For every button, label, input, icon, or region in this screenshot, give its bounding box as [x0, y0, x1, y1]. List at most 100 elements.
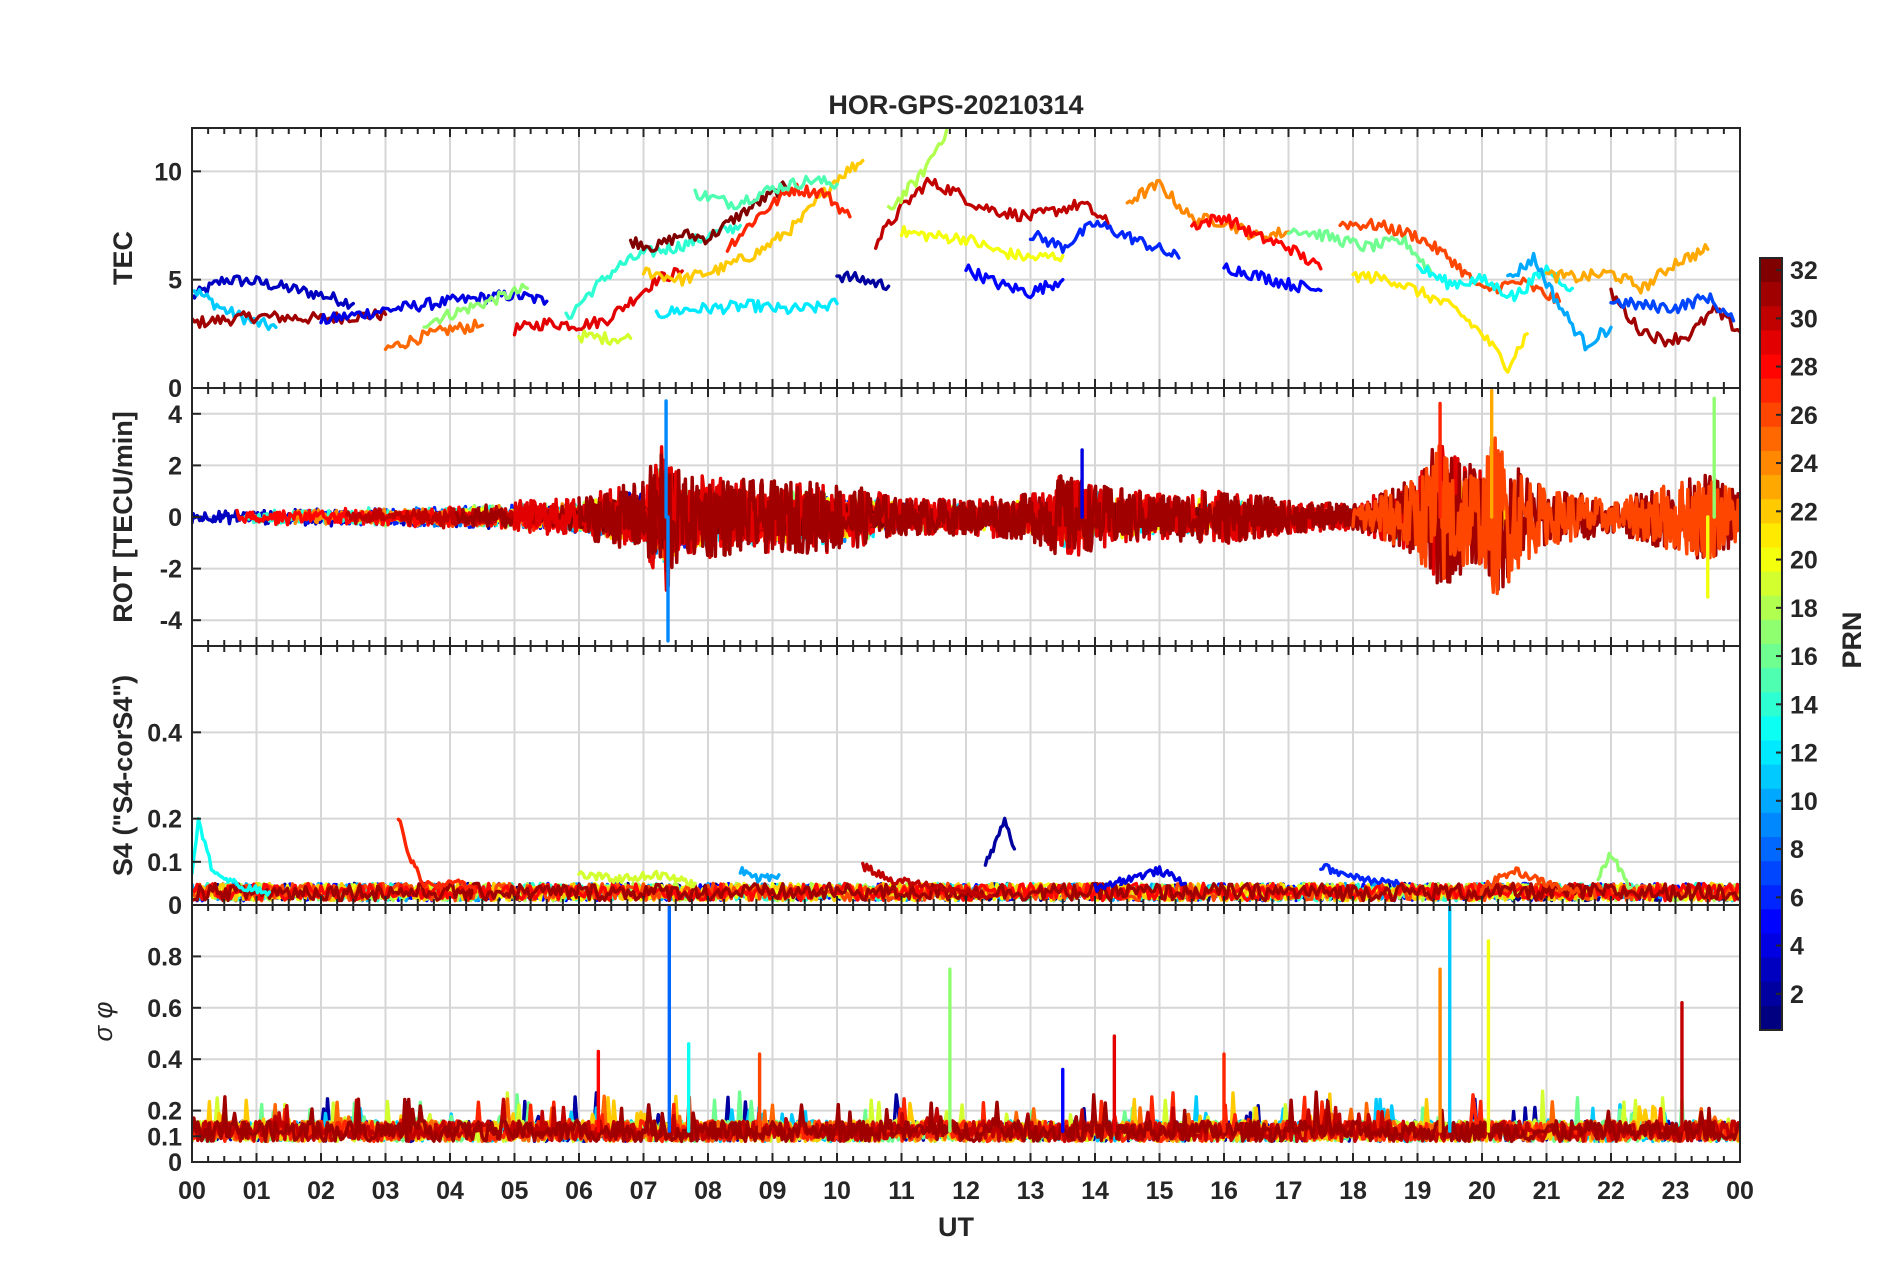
colorbar-swatch — [1760, 306, 1782, 331]
y-tick-label: -4 — [160, 607, 182, 635]
colorbar-swatch — [1760, 499, 1782, 524]
series-prn-17 — [422, 282, 530, 329]
y-axis-label: ROT [TECU/min] — [108, 411, 138, 622]
series-prn-13 — [1415, 263, 1575, 303]
series-prn-16 — [1286, 227, 1433, 273]
colorbar-frame — [1759, 257, 1783, 1031]
y-axis-label: S4 ("S4-corS4") — [108, 675, 138, 876]
colorbar-tick-label: 8 — [1790, 836, 1804, 864]
x-axis: 00 01 02 03 04 05 06 07 08 09 10 11 12 13 14 15 16 17 18 19… — [178, 1177, 1754, 1205]
series-prn-4 — [1093, 865, 1188, 893]
colorbar-tick-label: 22 — [1790, 498, 1818, 526]
series-prn-17 — [1596, 851, 1633, 890]
y-tick-label: 0.2 — [147, 806, 182, 834]
series-prn-31 — [192, 1090, 1740, 1144]
y-tick-label: 0 — [168, 1149, 182, 1177]
colorbar-swatch — [1760, 957, 1782, 983]
y-tick-label: 0.1 — [147, 1123, 182, 1151]
series-prn-6 — [1028, 219, 1181, 260]
colorbar-swatch — [1760, 788, 1782, 814]
x-tick-label: 00 — [1726, 1177, 1754, 1205]
series-prn-30 — [861, 861, 994, 900]
colorbar-tick-label: 12 — [1790, 740, 1818, 768]
x-tick-label: 17 — [1275, 1177, 1303, 1205]
x-tick-label: 22 — [1597, 1177, 1625, 1205]
colorbar-swatch — [1760, 547, 1782, 573]
y-tick-label: 0.4 — [147, 719, 182, 747]
series-prn-3 — [192, 274, 355, 310]
panel-sigma_phi: 00.10.2 0.4 0.6 0.8 σ φ — [88, 904, 1741, 1177]
series-prn-32 — [628, 180, 788, 253]
series-prn-30 — [874, 176, 1110, 251]
colorbar-swatch — [1760, 885, 1782, 910]
y-axis-label: TEC — [108, 231, 138, 285]
colorbar-tick-label: 24 — [1790, 450, 1818, 478]
colorbar-tick-label: 4 — [1790, 933, 1804, 961]
plot-area-tec — [192, 128, 1740, 374]
tick-marks-sigma_phi — [191, 905, 1741, 1162]
colorbar-swatch — [1760, 378, 1782, 404]
y-tick-label: 0.2 — [147, 1098, 182, 1126]
colorbar-swatch — [1760, 354, 1782, 380]
colorbar-swatch — [1760, 595, 1782, 621]
series-prn-26 — [1480, 866, 1581, 895]
y-tick-label: -2 — [160, 556, 182, 584]
colorbar-swatch — [1760, 740, 1782, 766]
colorbar-swatch — [1760, 716, 1782, 742]
x-tick-label: 00 — [178, 1177, 206, 1205]
x-tick-label: 04 — [436, 1177, 464, 1205]
colorbar-swatch — [1760, 764, 1782, 790]
colorbar-tick-label: 20 — [1790, 547, 1818, 575]
colorbar-swatch — [1760, 812, 1782, 838]
series-prn-28 — [192, 881, 1740, 903]
y-tick-label: 0 — [168, 504, 182, 532]
series-prn-27 — [396, 817, 478, 894]
colorbar-swatch — [1760, 668, 1782, 693]
series-prn-5 — [1222, 262, 1323, 294]
series-prn-10 — [1506, 251, 1613, 352]
colorbar-swatch — [1760, 475, 1782, 500]
x-tick-label: 07 — [630, 1177, 658, 1205]
colorbar-swatch — [1760, 258, 1782, 283]
colorbar-swatch — [1760, 523, 1782, 549]
y-axis-label: σ φ — [88, 1002, 118, 1042]
y-tick-label: 0.4 — [147, 1046, 182, 1074]
colorbar-tick-label: 14 — [1790, 691, 1818, 719]
colorbar-tick-label: 28 — [1790, 354, 1818, 382]
colorbar-swatch — [1760, 981, 1782, 1007]
x-tick-label: 08 — [694, 1177, 722, 1205]
colorbar-tick-label: 2 — [1790, 981, 1804, 1009]
y-tick-label: 0 — [168, 892, 182, 920]
colorbar-swatch — [1760, 426, 1782, 452]
y-tick-label: 10 — [154, 158, 182, 186]
colorbar-swatch — [1760, 619, 1782, 645]
series-prn-19 — [577, 329, 633, 346]
series-prn-31 — [192, 308, 388, 329]
colorbar-swatch — [1760, 282, 1782, 307]
colorbar-swatch — [1760, 837, 1782, 862]
series-prn-26 — [1338, 217, 1562, 305]
x-tick-label: 12 — [952, 1177, 980, 1205]
series-prn-13 — [192, 817, 272, 897]
series-prn-2 — [983, 816, 1017, 867]
x-tick-label: 13 — [1017, 1177, 1045, 1205]
x-tick-label: 05 — [501, 1177, 529, 1205]
y-tick-label: 2 — [168, 452, 182, 480]
colorbar-swatch — [1760, 1005, 1782, 1031]
colorbar-tick-label: 10 — [1790, 788, 1818, 816]
y-tick-label: 0.8 — [147, 943, 182, 971]
x-tick-label: 06 — [565, 1177, 593, 1205]
x-axis-label: UT — [938, 1212, 974, 1242]
colorbar-label: PRN — [1837, 611, 1867, 668]
colorbar-swatch — [1760, 692, 1782, 717]
colorbar-swatch — [1760, 402, 1782, 428]
series-prn-6 — [1319, 862, 1400, 888]
series-prn-15 — [693, 174, 839, 211]
x-tick-label: 16 — [1210, 1177, 1238, 1205]
colorbar-tick-label: 16 — [1790, 643, 1818, 671]
chart-title: HOR-GPS-20210314 — [828, 90, 1083, 120]
x-tick-label: 21 — [1533, 1177, 1561, 1205]
series-prn-18 — [886, 128, 949, 211]
